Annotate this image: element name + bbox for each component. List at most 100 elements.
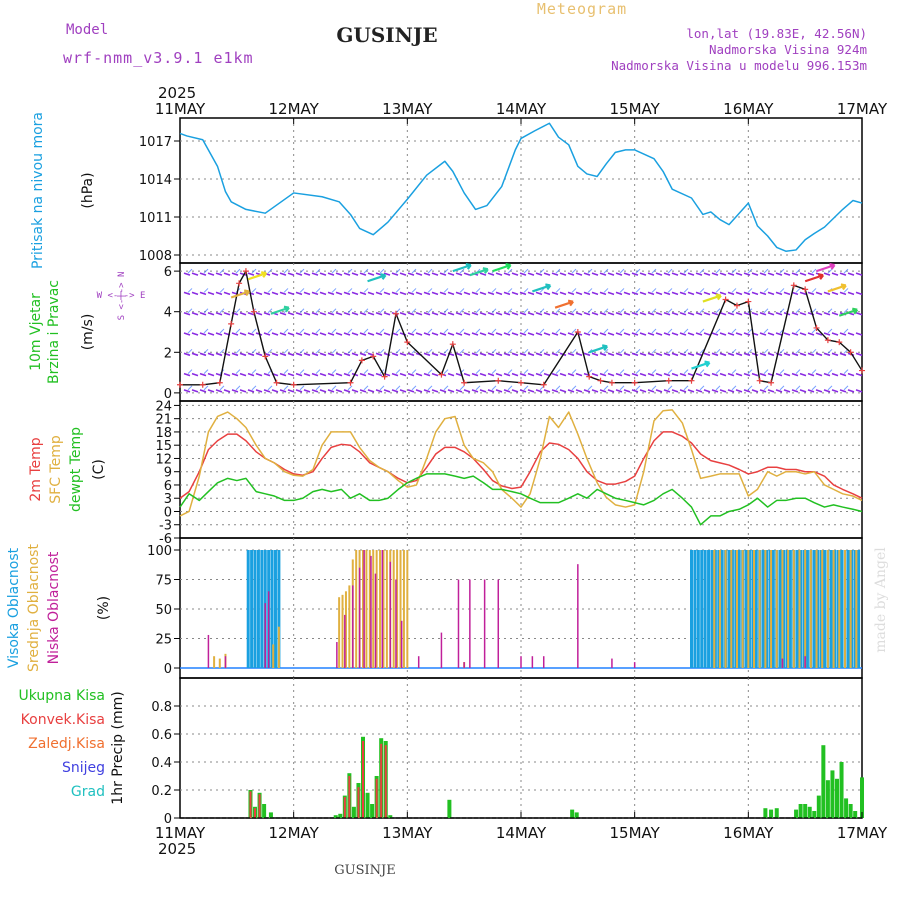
cloud-bar [730,550,733,668]
cloud-bar [374,573,377,668]
y-tick-label: 6 [164,479,172,494]
wind-speed-marker [745,298,752,305]
wind-speed-marker [631,379,638,386]
wind-speed-marker [756,377,763,384]
precip-bar [821,745,826,818]
x-tick-label-top: 17MAY [837,100,888,118]
precip-bar [348,776,351,818]
wind-gust-arrow [816,263,836,273]
cloud-bar [341,594,344,668]
cloud-bar [355,550,358,668]
cloud-bar [362,550,365,668]
precip-bar [839,762,844,818]
elevation-label: Nadmorska Visina 924m [709,42,867,57]
precip-bar [254,808,257,818]
wind-gust-arrow [702,293,722,303]
cloud-bar [832,550,835,668]
cloud-bar [531,656,534,668]
cloud-bar [348,585,351,668]
model-name: wrf-nmm_v3.9.1 e1km [63,49,254,67]
y-tick-label: 6 [164,265,172,280]
cloud-bar [344,591,347,668]
cloud-bar [440,632,443,668]
cloud-bar [850,550,854,668]
wind-speed-marker [495,377,502,384]
wind-gust-arrow [367,273,387,283]
year-top-label: 2025 [158,84,196,102]
wind-speed-marker [392,310,399,317]
precip-bar [357,787,360,818]
wind-arrow-row [187,385,849,391]
precip-bar [763,808,768,818]
credit-label: made by Angel [873,547,889,653]
cloud-bar [372,550,375,668]
y-tick-label: 1011 [139,211,172,226]
wind-speed-marker [449,341,456,348]
x-tick-label-bottom: 14MAY [496,824,547,842]
cloud-bar [747,550,751,668]
cloud-bar [358,567,361,668]
cloud-bar [804,656,806,668]
cloud-bar [846,550,850,668]
wind-gust-arrow [691,360,711,370]
cloud-bar [382,550,385,668]
wind-direction-legend: W <-|-> ES <-|-> N [97,272,146,321]
series-line-2 [179,473,863,526]
y-axis-series-label: 10m Vjetar [28,293,44,371]
wind-speed-marker [250,308,257,315]
cloud-bar [802,550,806,668]
y-tick-label: 18 [155,426,172,441]
precip-bar [362,741,365,818]
cloud-bar [785,550,789,668]
precip-bar [343,797,346,818]
precip-bar [574,812,579,818]
wind-speed-marker [836,339,843,346]
series-line-0 [179,122,863,252]
cloud-bar [744,550,748,668]
cloud-bar [417,656,420,668]
y-axis-unit: (%) [96,596,112,620]
cloud-bar [246,550,250,668]
footer-station: GUSINJE [334,863,395,878]
cloud-bar [718,550,721,668]
precip-bar [774,808,779,818]
cloud-bar [272,644,275,668]
wind-speed-marker [199,381,206,388]
precip-legend-item: Ukupna Kisa [18,688,105,704]
y-axis-series-label: Srednja Oblacnost [26,544,42,672]
cloud-bar [381,550,384,668]
cloud-bar [720,550,724,668]
wind-arrow-row [187,288,849,293]
cloud-bar [365,550,368,668]
y-axis-series-label: SFC Temp [48,435,64,504]
wind-arrow-row [183,291,863,296]
y-tick-label: 0.6 [151,728,172,743]
x-tick-label-top: 14MAY [496,100,547,118]
cloud-bar [829,550,833,668]
cloud-bar [696,550,700,668]
wind-gust-arrow [804,273,825,283]
cloud-bar [207,634,210,668]
panel-frame [179,677,863,819]
precip-bar [803,804,808,818]
cloud-bar [389,561,392,668]
wind-speed-marker [597,377,604,384]
wind-ns-legend: S <-|-> N [117,272,127,321]
y-tick-label: 50 [155,603,172,618]
cloud-bar [277,626,280,668]
wind-speed-marker [790,282,797,289]
y-tick-label: 25 [155,633,172,648]
cloud-bar [469,579,471,668]
cloud-bar [396,550,399,668]
precip-bar [816,795,821,818]
precip-bar [333,815,338,818]
wind-gust-arrow [469,267,489,277]
station-title: GUSINJE [336,23,437,47]
precip-bar [812,811,817,818]
wind-speed-marker [722,296,729,303]
y-axis-unit: (C) [91,459,107,480]
cloud-bar [819,550,823,668]
cloud-bar [224,656,227,668]
panel-precipitation: 0 0.2 0.4 0.6 0.8 1hr Precip (mm) Ukupna Kisa K… [18,677,864,827]
cloud-bar [730,550,734,668]
